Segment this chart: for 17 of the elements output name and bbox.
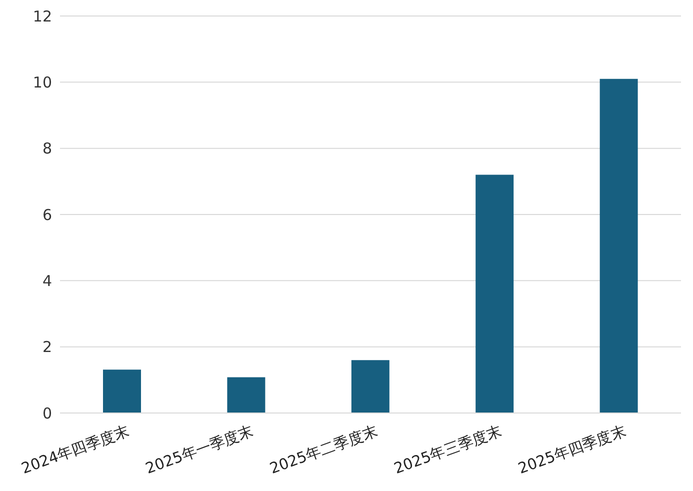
- y-tick-label: 0: [42, 404, 52, 422]
- x-tick-label: 2024年四季度末: [18, 422, 132, 478]
- y-tick-label: 8: [42, 140, 52, 158]
- bar: [351, 360, 390, 413]
- bar: [600, 78, 638, 413]
- bar: [476, 174, 514, 413]
- bar: [227, 377, 266, 413]
- x-tick-label: 2025年四季度末: [516, 422, 628, 478]
- y-tick-label: 6: [42, 206, 52, 224]
- y-tick-label: 2: [42, 338, 52, 356]
- y-tick-label: 4: [42, 272, 52, 290]
- bar: [103, 370, 141, 413]
- y-tick-label: 10: [32, 73, 52, 92]
- x-tick-label: 2025年三季度末: [392, 422, 504, 478]
- x-tick-label: 2025年一季度末: [143, 422, 256, 478]
- x-tick-label: 2025年二季度末: [267, 422, 380, 478]
- y-tick-label: 12: [32, 7, 52, 26]
